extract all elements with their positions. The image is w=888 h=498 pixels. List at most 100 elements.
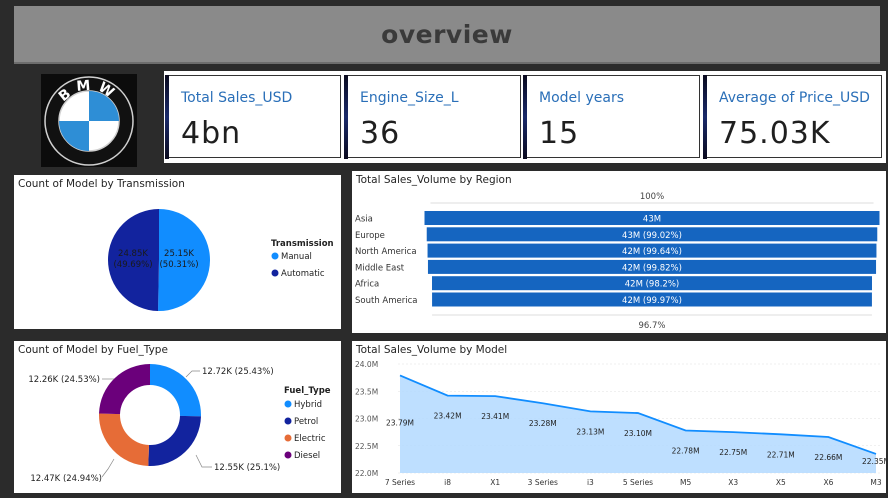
kpi-value: 15 <box>539 116 580 151</box>
model-area-card: Total Sales_Volume by Model 22.0M 22.5M 23… <box>352 341 886 493</box>
x-tick-label: X1 <box>490 478 500 487</box>
chart-title: Count of Model by Transmission <box>18 178 185 190</box>
donut-slice-hybrid <box>150 364 201 417</box>
funnel-bar <box>427 259 877 274</box>
legend-marker <box>284 400 292 408</box>
funnel-bar <box>432 276 872 291</box>
data-label: 23.10M <box>624 429 652 438</box>
legend-item-manual: Manual <box>281 252 312 262</box>
page-title: overview <box>381 19 513 49</box>
data-label: 22.78M <box>672 446 700 455</box>
legend-item-petrol: Petrol <box>294 417 318 427</box>
category-label: Middle East <box>355 263 405 273</box>
category-label: Asia <box>355 215 373 225</box>
data-label: 22.66M <box>814 453 842 462</box>
funnel-bar <box>427 243 877 258</box>
legend-marker <box>271 269 279 277</box>
donut-slice-diesel <box>99 364 150 415</box>
data-label: (50.31%) <box>159 260 198 270</box>
kpi-value: 36 <box>360 116 401 151</box>
data-label: 42M (99.82%) <box>622 263 682 273</box>
y-tick-label: 24.0M <box>355 360 378 369</box>
pie-slice-manual <box>158 209 210 311</box>
leader-line <box>195 454 212 468</box>
x-tick-label: M3 <box>870 478 881 487</box>
data-label: 23.41M <box>481 412 509 421</box>
leader-line <box>185 370 200 378</box>
legend-title: Fuel_Type <box>284 386 331 396</box>
chart-title: Total Sales_Volume by Region <box>356 174 512 186</box>
area-fill <box>400 375 876 473</box>
kpi-label: Total Sales_USD <box>181 90 293 106</box>
kpi-label: Model years <box>539 90 625 106</box>
data-label: 12.72K (25.43%) <box>202 367 274 377</box>
kpi-card-model-years: Model years 15 <box>523 75 700 159</box>
data-label: 23.13M <box>576 427 604 436</box>
category-label: South America <box>355 296 417 306</box>
data-label: 12.47K (24.94%) <box>30 474 102 484</box>
data-label: 12.55K (25.1%) <box>214 463 280 473</box>
legend-marker <box>271 252 279 260</box>
data-label: 24.85K <box>118 249 148 259</box>
data-label: 25.15K <box>164 249 194 259</box>
legend-marker <box>284 417 292 425</box>
funnel-bar <box>432 292 872 307</box>
x-tick-label: 3 Series <box>528 478 558 487</box>
legend-marker <box>284 434 292 442</box>
transmission-pie-chart: 25.15K(50.31%) 24.85K(49.69%) Transmission… <box>107 209 334 311</box>
legend-item-diesel: Diesel <box>294 451 320 461</box>
data-label: 42M (99.97%) <box>622 296 682 306</box>
legend-marker <box>284 451 292 459</box>
y-tick-label: 23.0M <box>355 415 378 424</box>
leader-line <box>101 458 115 478</box>
category-label: Europe <box>355 231 385 241</box>
y-tick-label: 22.0M <box>355 469 378 478</box>
x-tick-label: 7 Series <box>385 478 415 487</box>
funnel-top-label: 100% <box>640 192 664 202</box>
region-funnel-chart: 100% Asia 43M Europe 43M (99.02%) North Ameri… <box>355 192 880 331</box>
legend-item-electric: Electric <box>294 434 326 444</box>
pie-slice-automatic <box>107 209 159 311</box>
data-label: 23.79M <box>386 418 414 427</box>
kpi-card-engine-size: Engine_Size_L 36 <box>344 75 521 159</box>
category-label: Africa <box>355 280 379 290</box>
data-label: 22.75M <box>719 448 747 457</box>
chart-title: Total Sales_Volume by Model <box>356 344 508 356</box>
kpi-card-average-price: Average of Price_USD 75.03K <box>703 75 882 159</box>
kpi-label: Average of Price_USD <box>719 90 870 106</box>
x-tick-label: M5 <box>680 478 691 487</box>
legend-item-hybrid: Hybrid <box>294 400 322 410</box>
data-label: 12.26K (24.53%) <box>28 375 100 385</box>
data-label: 23.28M <box>529 419 557 428</box>
y-tick-label: 23.5M <box>355 387 378 396</box>
y-tick-label: 22.5M <box>355 442 378 451</box>
x-tick-label: X6 <box>823 478 833 487</box>
kpi-value: 75.03K <box>719 116 831 151</box>
data-label: 43M (99.02%) <box>622 231 682 241</box>
dashboard-header: overview <box>14 6 880 64</box>
data-label: 42M (98.2%) <box>625 280 680 290</box>
kpi-label: Engine_Size_L <box>360 90 459 106</box>
funnel-bar <box>426 227 878 242</box>
series-line <box>399 374 877 455</box>
data-label: 22.71M <box>767 450 795 459</box>
kpi-value: 4bn <box>181 116 242 151</box>
x-tick-label: X3 <box>728 478 738 487</box>
funnel-bottom-label: 96.7% <box>638 321 665 331</box>
data-label: 22.35M <box>862 457 886 466</box>
x-tick-label: X5 <box>776 478 786 487</box>
data-label: 42M (99.64%) <box>622 247 682 257</box>
x-tick-label: 5 Series <box>623 478 653 487</box>
funnel-bar <box>424 211 880 225</box>
data-label: (49.69%) <box>113 260 152 270</box>
donut-slice-electric <box>98 413 149 466</box>
category-label: North America <box>355 247 417 257</box>
kpi-strip: Total Sales_USD 4bn Engine_Size_L 36 Mod… <box>164 71 886 163</box>
legend-title: Transmission <box>271 239 334 249</box>
model-area-chart: 22.0M 22.5M 23.0M 23.5M 24.0M 23.79M 23.42M 23.… <box>355 360 886 487</box>
bmw-logo: BMW <box>41 74 137 167</box>
bmw-logo-icon: BMW <box>44 75 134 166</box>
transmission-pie-card: Count of Model by Transmission 25.15K (50… <box>14 175 341 329</box>
donut-slice-petrol <box>148 415 201 466</box>
fuel-donut-chart: 12.72K (25.43%) 12.55K (25.1%) 12.47K (24.… <box>28 364 331 484</box>
